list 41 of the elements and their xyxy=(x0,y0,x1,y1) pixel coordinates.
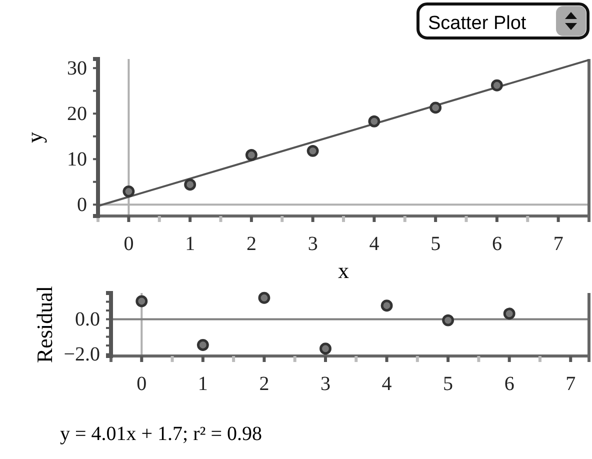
x-tick-label: 0 xyxy=(136,373,147,396)
point xyxy=(430,102,442,114)
point xyxy=(306,144,319,157)
x-tick-label: 4 xyxy=(369,233,380,256)
point xyxy=(122,185,135,198)
y-tick-label: 10 xyxy=(67,148,87,171)
x-axis-title: x xyxy=(338,258,349,283)
point xyxy=(503,308,516,320)
x-tick-label: 7 xyxy=(566,373,576,396)
point xyxy=(490,79,503,92)
point xyxy=(136,295,148,308)
x-tick-label: 3 xyxy=(308,233,318,256)
point xyxy=(184,178,196,191)
text: y = 4.01x + 1.7; r² = 0.98 xyxy=(60,423,262,445)
y-tick-label: 0 xyxy=(77,194,87,216)
y-tick-label: −2.0 xyxy=(64,344,100,366)
x-tick-label: 5 xyxy=(443,373,454,396)
point xyxy=(442,314,454,326)
point xyxy=(380,300,393,312)
x-tick-label: 7 xyxy=(553,233,564,256)
y-axis-title: y xyxy=(22,132,47,143)
x-tick-label: 2 xyxy=(246,233,256,256)
x-tick-label: 4 xyxy=(382,373,392,396)
point xyxy=(320,342,332,355)
x-tick-label: 5 xyxy=(430,233,441,256)
x-tick-label: 1 xyxy=(185,233,196,256)
y-tick-label: 20 xyxy=(67,103,87,126)
x-tick-label: 2 xyxy=(259,373,270,396)
point xyxy=(245,149,258,161)
x-tick-label: 3 xyxy=(320,373,330,396)
y-tick-label: 30 xyxy=(67,58,87,80)
x-tick-label: 6 xyxy=(492,233,502,256)
y-axis-title: Residual xyxy=(32,286,57,363)
x-tick-label: 1 xyxy=(198,373,208,396)
point xyxy=(196,339,209,351)
x-tick-label: 6 xyxy=(504,373,514,396)
y-tick-label: 0.0 xyxy=(75,308,100,331)
point xyxy=(368,115,380,128)
dropdown: Scatter Plot xyxy=(416,2,590,40)
point xyxy=(258,292,270,304)
x-tick-label: 0 xyxy=(124,233,134,256)
